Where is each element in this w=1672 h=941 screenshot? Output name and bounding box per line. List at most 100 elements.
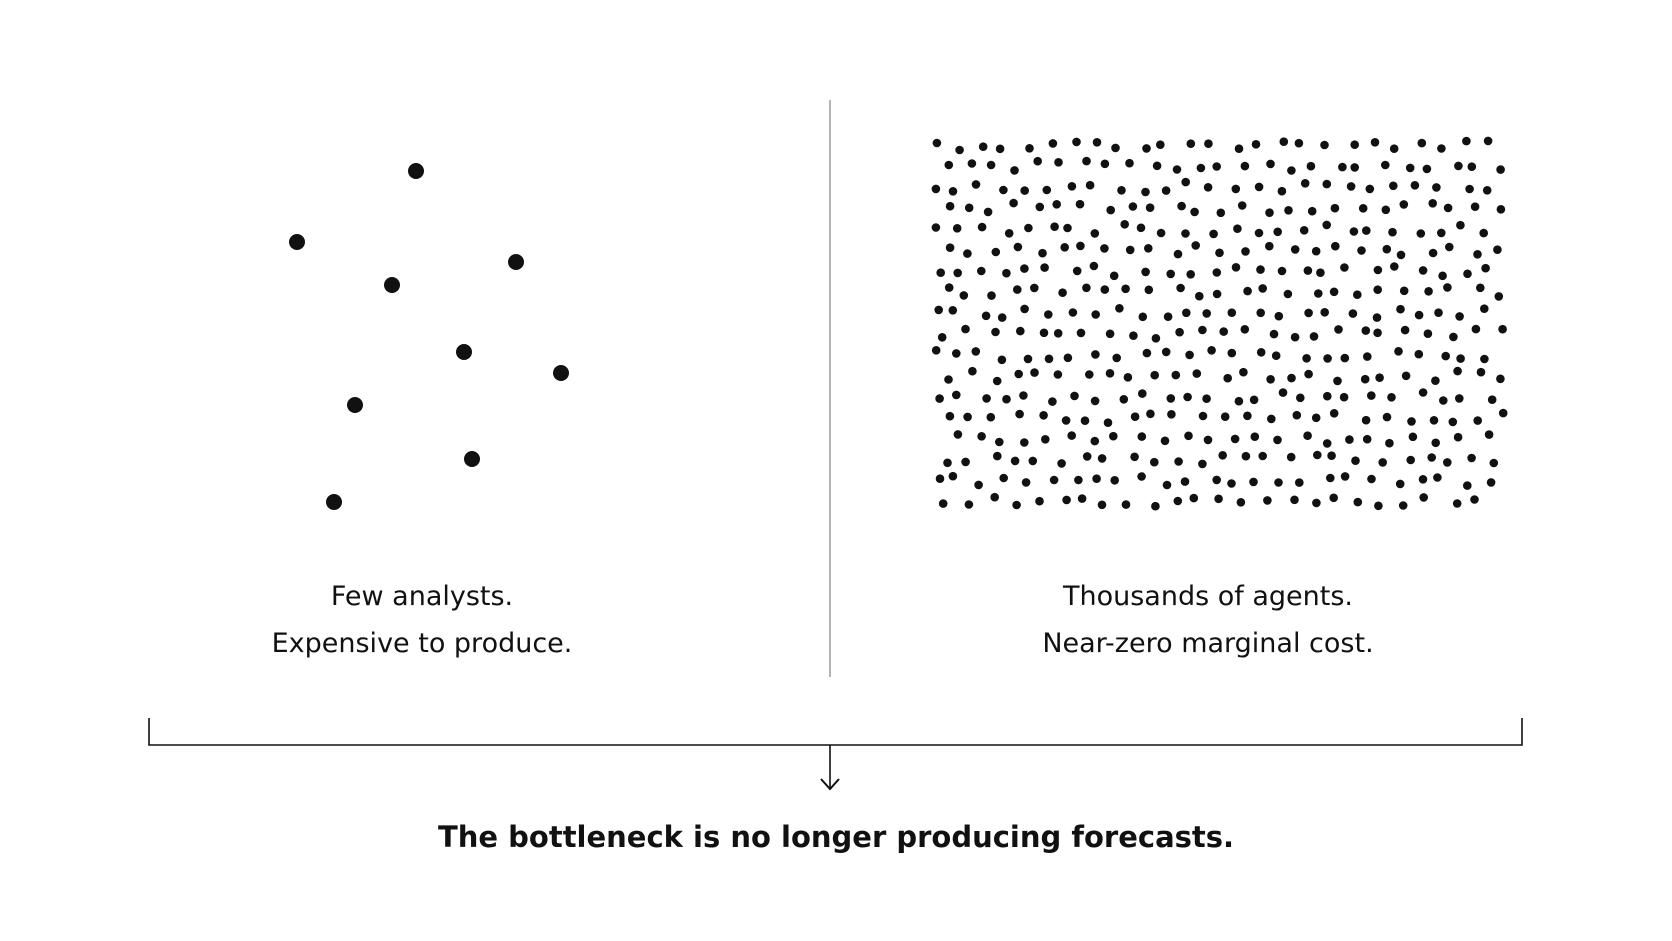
agent-dot — [1082, 156, 1091, 166]
agent-dot — [1296, 393, 1305, 403]
agent-dot — [1161, 347, 1171, 357]
agent-dot — [1323, 354, 1332, 363]
agent-dot — [1080, 416, 1090, 426]
agent-dot — [1202, 309, 1211, 318]
agent-dot — [990, 492, 999, 502]
agent-dot — [1311, 413, 1321, 423]
agent-dot — [1470, 495, 1479, 504]
agent-dot — [1443, 283, 1452, 292]
agent-dot — [1346, 182, 1356, 191]
agent-dot — [1294, 138, 1304, 148]
agent-dot — [1423, 329, 1433, 339]
agent-dot — [1387, 393, 1396, 402]
agent-dot — [1299, 226, 1309, 235]
agent-dot — [1292, 410, 1302, 420]
agent-dot — [1048, 397, 1057, 406]
agent-dot — [1465, 184, 1474, 194]
agent-dot — [1128, 202, 1138, 211]
agent-dot — [1243, 286, 1252, 296]
agent-dot — [1463, 481, 1472, 490]
agent-dot — [1030, 368, 1039, 377]
agent-dot — [1111, 143, 1120, 153]
agent-dot — [1362, 226, 1371, 235]
agent-dot — [1085, 370, 1094, 379]
agent-dot — [1053, 329, 1063, 338]
agent-dot — [1227, 479, 1236, 488]
agent-dot — [1012, 500, 1021, 510]
agent-dot — [1329, 287, 1339, 297]
agent-dot — [1277, 266, 1287, 276]
agent-dot — [1002, 394, 1011, 404]
agent-dot — [1358, 204, 1368, 213]
agent-dot — [1405, 163, 1415, 173]
agent-dot — [1467, 453, 1476, 463]
agent-dot — [1038, 248, 1047, 258]
agent-dot — [1237, 201, 1247, 210]
agent-dot — [1422, 164, 1432, 174]
agent-dot — [1483, 136, 1493, 146]
agent-dot — [1287, 166, 1296, 175]
agent-dot — [1496, 374, 1505, 384]
agent-dot — [1256, 348, 1266, 357]
agent-dot — [1348, 309, 1358, 318]
agent-dot — [1487, 395, 1497, 405]
agent-dot — [1136, 223, 1146, 233]
agent-dot — [1195, 291, 1204, 301]
agent-dot — [1042, 185, 1052, 195]
agent-dot — [1373, 285, 1382, 295]
agent-dot — [1498, 408, 1508, 418]
agent-dot — [1214, 494, 1223, 504]
agent-dot — [1455, 394, 1464, 403]
agent-dot — [1334, 325, 1343, 334]
agent-dot — [1050, 222, 1059, 231]
agent-dot — [1429, 416, 1439, 425]
agent-dot — [1279, 137, 1289, 146]
agent-dot — [1100, 285, 1110, 294]
agent-dot — [1448, 417, 1458, 427]
agent-dot — [1453, 366, 1462, 376]
agent-dot — [1028, 456, 1038, 466]
agent-dot — [1340, 353, 1350, 363]
agent-dot — [1479, 228, 1488, 238]
few-analysts-dot-cluster — [289, 163, 569, 510]
agent-dot — [953, 430, 963, 439]
agent-dot — [1177, 201, 1186, 211]
agent-dot — [1234, 144, 1244, 153]
agent-dot — [1443, 458, 1452, 467]
analyst-dot — [553, 365, 569, 381]
agent-dot — [1231, 184, 1241, 194]
agent-dot — [1389, 144, 1399, 153]
agent-dot — [1204, 139, 1213, 148]
agent-dot — [1240, 325, 1250, 334]
agent-dot — [1015, 409, 1024, 419]
agent-dot — [1052, 200, 1061, 209]
agent-dot — [1243, 411, 1252, 421]
agent-dot — [1273, 435, 1282, 445]
agent-dot — [1416, 229, 1426, 238]
agent-dot — [1061, 416, 1071, 425]
agent-dot — [1349, 227, 1359, 236]
agent-dot — [1203, 435, 1213, 445]
agent-dot — [1493, 245, 1502, 254]
agent-dot — [1456, 354, 1465, 363]
agent-dot — [1274, 311, 1284, 321]
agent-dot — [1401, 371, 1411, 381]
agent-dot — [1481, 263, 1490, 273]
agent-dot — [963, 249, 972, 258]
agent-dot — [1396, 304, 1405, 314]
agent-dot — [1130, 452, 1139, 462]
agent-dot — [983, 207, 993, 217]
agent-dot — [987, 291, 996, 300]
agent-dot — [1476, 283, 1485, 293]
agent-dot — [997, 313, 1007, 322]
agent-dot — [1010, 166, 1019, 175]
agent-dot — [1002, 268, 1011, 278]
agent-dot — [1218, 451, 1227, 460]
agent-dot — [1350, 163, 1359, 172]
agent-dot — [945, 243, 955, 252]
agent-dot — [1009, 198, 1018, 208]
agent-dot — [1020, 304, 1029, 314]
agent-dot — [1125, 158, 1134, 168]
agent-dot — [1067, 431, 1076, 440]
agent-dot — [981, 311, 991, 321]
